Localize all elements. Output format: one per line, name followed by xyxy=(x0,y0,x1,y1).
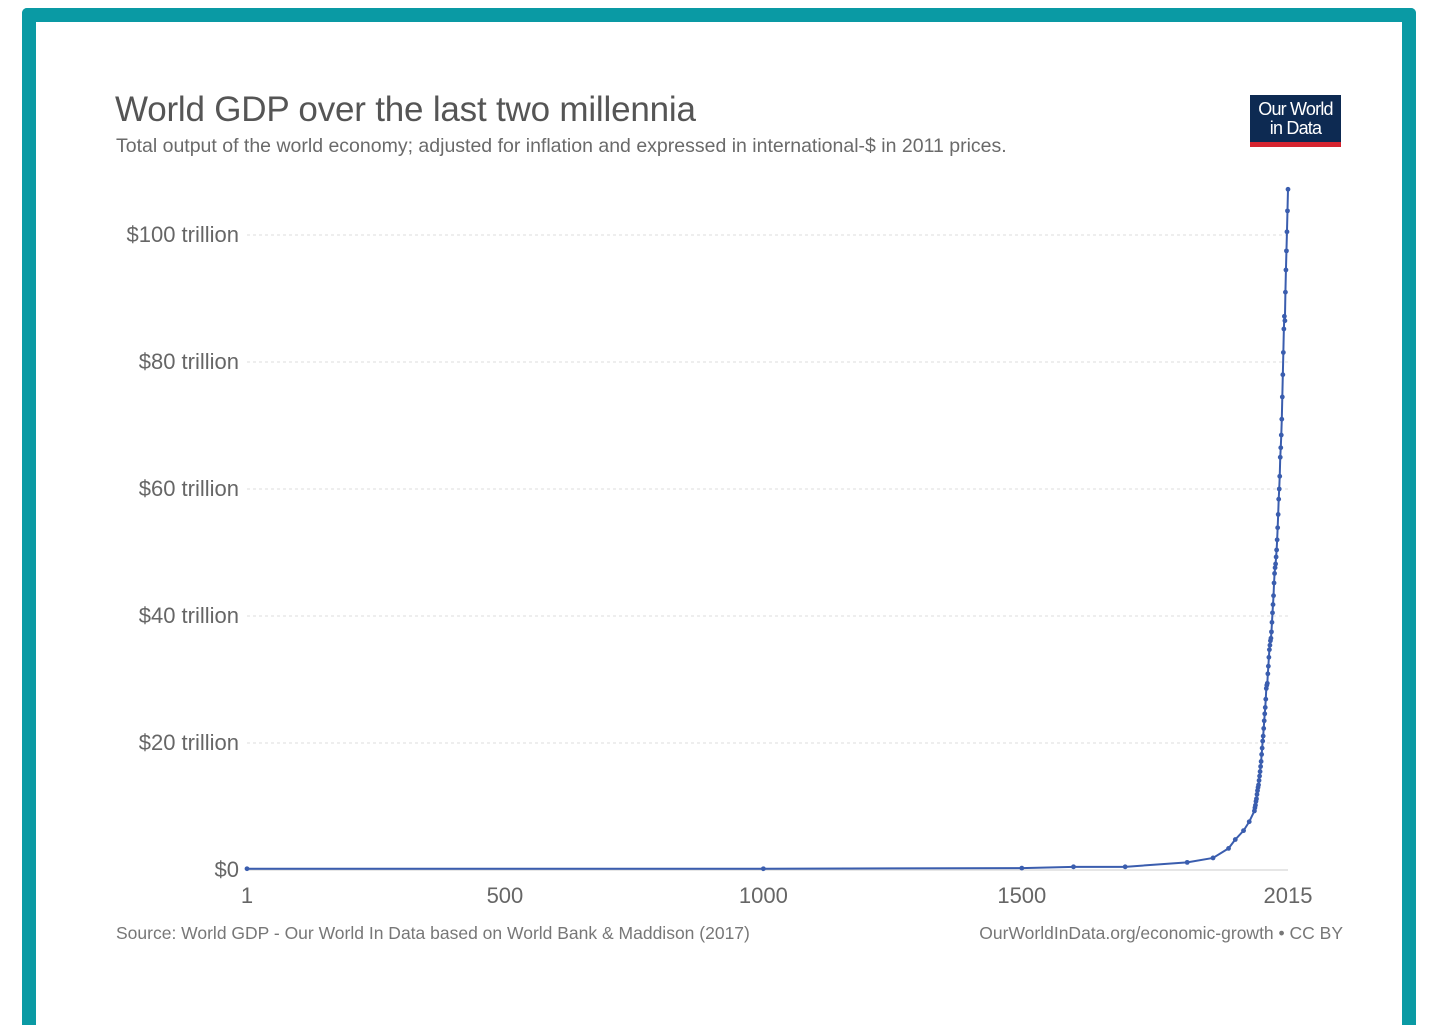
data-point[interactable] xyxy=(1246,819,1252,825)
data-point[interactable] xyxy=(1279,416,1285,422)
data-point[interactable] xyxy=(1263,696,1269,702)
data-point[interactable] xyxy=(1277,473,1283,479)
y-tick-label: $60 trillion xyxy=(139,476,239,501)
data-point[interactable] xyxy=(1273,554,1279,560)
data-point[interactable] xyxy=(1266,647,1272,653)
data-point[interactable] xyxy=(1259,752,1265,757)
data-point[interactable] xyxy=(1184,859,1190,865)
data-point[interactable] xyxy=(1259,745,1265,751)
data-point[interactable] xyxy=(1274,547,1280,553)
data-point[interactable] xyxy=(1271,593,1276,599)
data-point[interactable] xyxy=(1281,326,1287,332)
data-point[interactable] xyxy=(1232,837,1238,842)
source-note: Source: World GDP - Our World In Data ba… xyxy=(116,923,750,943)
data-point[interactable] xyxy=(1278,432,1284,438)
data-point[interactable] xyxy=(1267,642,1273,648)
grid-lines xyxy=(247,234,1288,871)
data-point[interactable] xyxy=(1285,186,1291,192)
data-point[interactable] xyxy=(1275,525,1281,531)
data-point[interactable] xyxy=(1254,792,1260,797)
y-axis-ticks: $0 $20 trillion $40 trillion $60 trillion $8… xyxy=(126,222,239,882)
data-point[interactable] xyxy=(1253,802,1258,808)
y-tick-label: $0 xyxy=(215,857,239,882)
data-point[interactable] xyxy=(1257,769,1263,774)
data-point[interactable] xyxy=(1284,229,1290,235)
data-point[interactable] xyxy=(1283,289,1288,295)
data-point[interactable] xyxy=(1272,571,1277,576)
data-point[interactable] xyxy=(1260,733,1266,739)
y-tick-label: $80 trillion xyxy=(139,349,239,374)
data-point[interactable] xyxy=(1285,208,1290,214)
x-tick-label: 500 xyxy=(487,883,524,908)
chart-subtitle: Total output of the world economy; adjus… xyxy=(116,135,1007,157)
data-point[interactable] xyxy=(1276,486,1282,492)
data-point[interactable] xyxy=(1019,865,1025,871)
data-point[interactable] xyxy=(1254,796,1259,802)
data-point[interactable] xyxy=(1271,580,1277,586)
data-point[interactable] xyxy=(1241,828,1246,834)
data-point[interactable] xyxy=(1280,350,1286,355)
data-point[interactable] xyxy=(1261,725,1267,731)
data-point[interactable] xyxy=(1256,782,1261,788)
data-point[interactable] xyxy=(1278,445,1284,451)
data-point[interactable] xyxy=(1284,248,1289,254)
data-point[interactable] xyxy=(1269,619,1275,625)
y-tick-label: $40 trillion xyxy=(139,603,239,628)
y-tick-label: $20 trillion xyxy=(139,730,239,755)
data-point[interactable] xyxy=(1264,680,1270,686)
data-point[interactable] xyxy=(1266,654,1272,660)
data-point[interactable] xyxy=(1270,610,1275,616)
credit-link[interactable]: OurWorldInData.org/economic-growth • CC … xyxy=(979,923,1343,943)
logo-line-1: Our World xyxy=(1258,99,1333,119)
chart-title: World GDP over the last two millennia xyxy=(115,90,696,129)
y-tick-label: $100 trillion xyxy=(126,222,239,247)
data-point[interactable] xyxy=(1272,565,1278,571)
data-point[interactable] xyxy=(1256,778,1262,783)
data-point[interactable] xyxy=(1282,318,1288,324)
gdp-series-line xyxy=(247,189,1289,870)
data-point[interactable] xyxy=(1273,561,1278,567)
data-point[interactable] xyxy=(1276,496,1282,502)
x-tick-label: 1 xyxy=(241,883,253,908)
data-point[interactable] xyxy=(1281,313,1287,319)
data-point[interactable] xyxy=(1122,864,1128,870)
owid-logo[interactable]: Our World in Data xyxy=(1250,95,1341,147)
data-point[interactable] xyxy=(1283,267,1289,273)
chart-frame xyxy=(22,8,1416,1025)
data-point[interactable] xyxy=(1262,705,1268,710)
logo-line-2: in Data xyxy=(1269,118,1322,138)
data-point[interactable] xyxy=(1275,512,1281,517)
data-point[interactable] xyxy=(1257,773,1262,779)
data-point[interactable] xyxy=(1226,846,1231,851)
data-point[interactable] xyxy=(1270,602,1276,607)
data-point[interactable] xyxy=(1210,855,1216,861)
data-point[interactable] xyxy=(760,866,766,872)
x-tick-label: 2015 xyxy=(1264,883,1313,908)
x-tick-label: 1000 xyxy=(739,883,788,908)
data-point[interactable] xyxy=(1269,629,1274,635)
data-point[interactable] xyxy=(1261,718,1267,724)
data-point[interactable] xyxy=(1274,537,1280,543)
data-point[interactable] xyxy=(1268,635,1274,641)
x-axis-ticks: 1 500 1000 1500 2015 xyxy=(241,883,1313,908)
x-tick-label: 1500 xyxy=(997,883,1046,908)
data-point[interactable] xyxy=(1265,663,1271,669)
data-point[interactable] xyxy=(1262,711,1268,717)
data-point[interactable] xyxy=(1265,671,1271,677)
data-point[interactable] xyxy=(1277,454,1283,460)
data-point[interactable] xyxy=(1258,764,1264,769)
data-point[interactable] xyxy=(1071,864,1076,870)
data-point[interactable] xyxy=(1280,372,1286,378)
data-point[interactable] xyxy=(1258,759,1264,764)
data-point[interactable] xyxy=(244,866,250,872)
data-point[interactable] xyxy=(1260,738,1266,744)
series-layer xyxy=(244,186,1291,872)
data-point[interactable] xyxy=(1279,394,1285,400)
